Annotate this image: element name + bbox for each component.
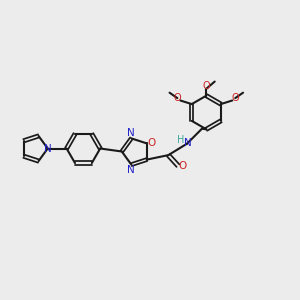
- Text: O: O: [202, 81, 210, 92]
- Text: O: O: [147, 138, 156, 148]
- Text: O: O: [174, 93, 181, 103]
- Text: H: H: [177, 134, 184, 145]
- Text: N: N: [128, 128, 135, 138]
- Text: O: O: [178, 160, 186, 171]
- Text: N: N: [127, 165, 135, 175]
- Text: O: O: [231, 93, 239, 103]
- Text: N: N: [184, 138, 192, 148]
- Text: N: N: [44, 143, 52, 154]
